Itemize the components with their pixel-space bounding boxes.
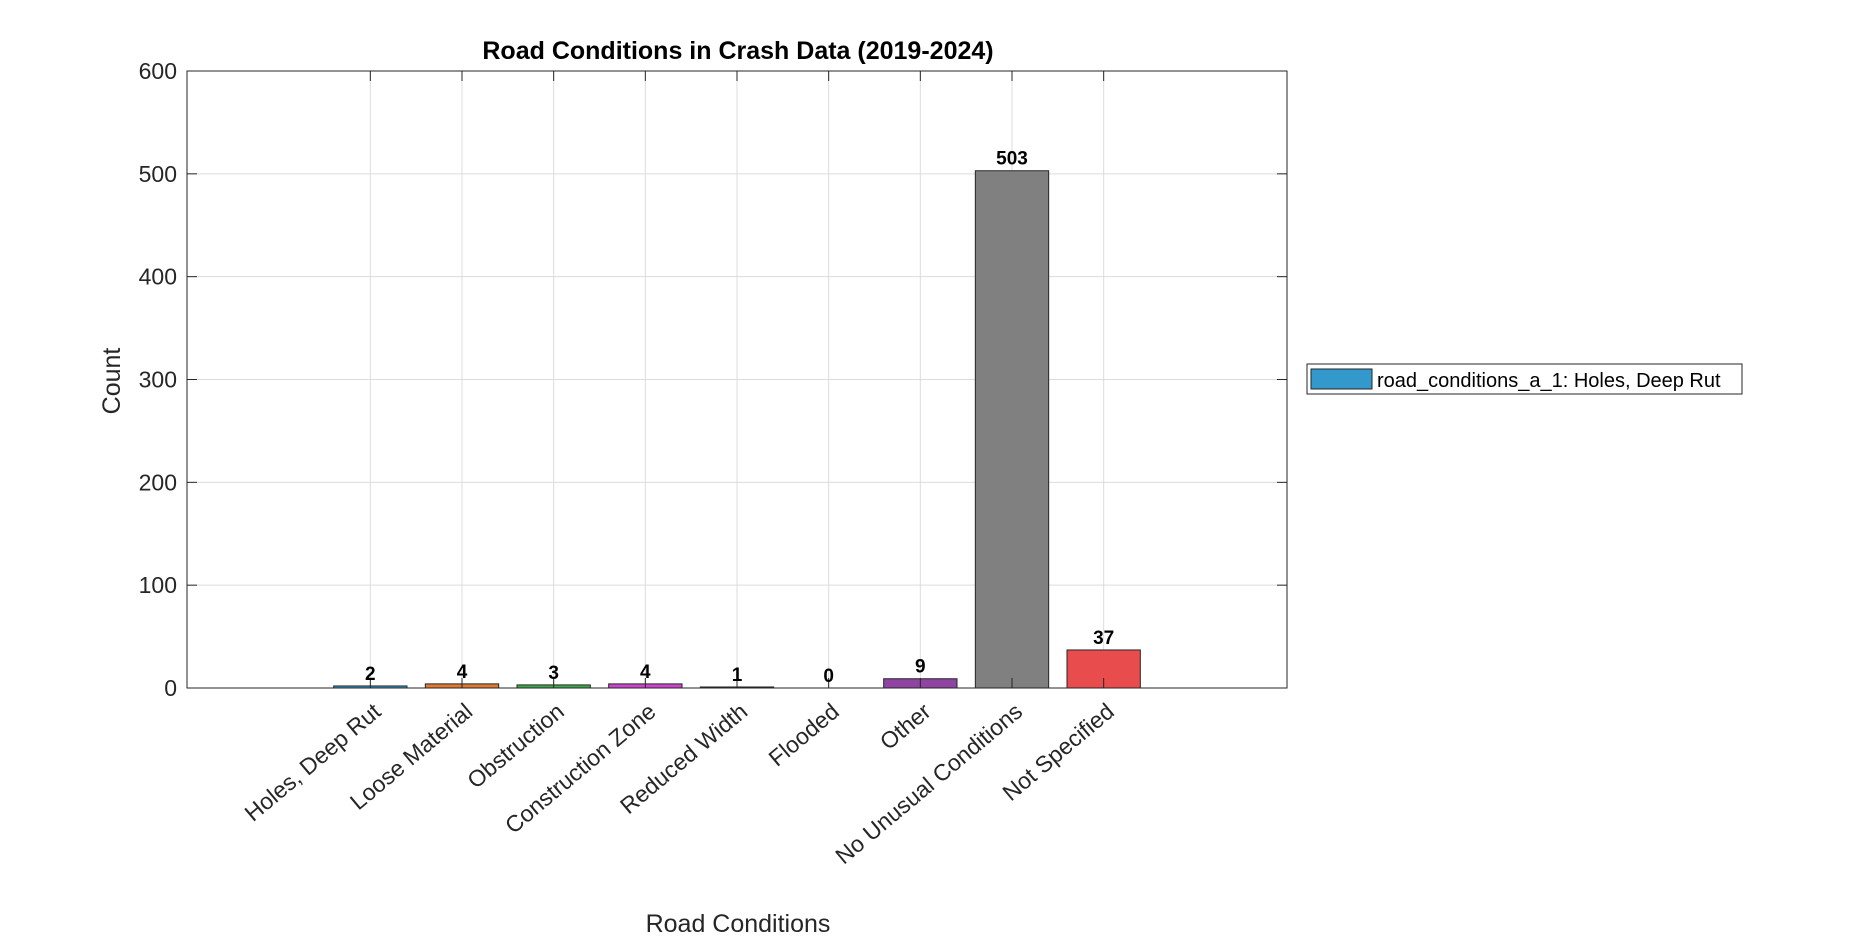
legend-entry-label: road_conditions_a_1: Holes, Deep Rut <box>1377 370 1721 392</box>
data-label: 4 <box>640 662 651 683</box>
y-tick-label: 600 <box>139 58 177 84</box>
data-label: 1 <box>732 665 743 686</box>
bars <box>333 170 1141 689</box>
legend: road_conditions_a_1: Holes, Deep Rut <box>1306 363 1743 395</box>
data-label: 3 <box>548 663 559 684</box>
data-label: 0 <box>823 666 834 687</box>
data-label: 4 <box>457 662 468 683</box>
chart-title: Road Conditions in Crash Data (2019-2024… <box>482 37 993 65</box>
y-tick-labels: 0 100 200 300 400 500 600 <box>139 58 177 701</box>
data-labels: 2 4 3 4 1 0 9 503 37 <box>365 149 1114 687</box>
legend-box <box>1306 363 1743 395</box>
data-label: 2 <box>365 664 376 685</box>
y-tick-label: 400 <box>139 264 177 290</box>
y-tick-label: 500 <box>139 161 177 187</box>
data-label: 503 <box>996 149 1028 170</box>
tick-marks <box>187 70 1287 689</box>
legend-swatch <box>1310 368 1373 390</box>
y-tick-label: 300 <box>139 367 177 393</box>
y-axis-label: Count <box>98 348 126 415</box>
bar <box>974 170 1050 689</box>
x-axis-label: Road Conditions <box>646 910 831 938</box>
y-tick-label: 200 <box>139 469 177 495</box>
y-tick-label: 0 <box>164 675 177 701</box>
y-tick-label: 100 <box>139 572 177 598</box>
data-label: 9 <box>915 657 926 678</box>
data-label: 37 <box>1093 628 1114 649</box>
